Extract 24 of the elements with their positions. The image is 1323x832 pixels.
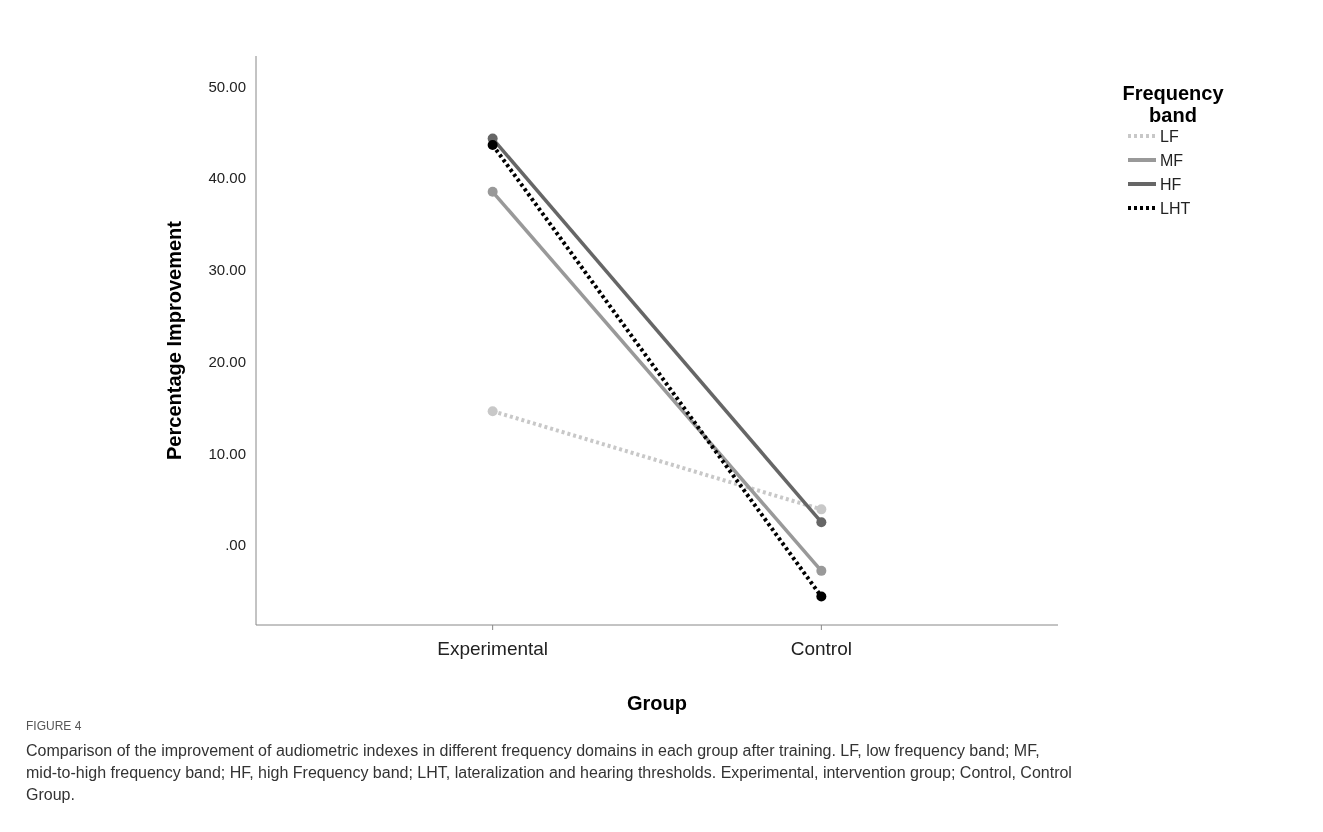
caption: FIGURE 4: [26, 719, 82, 733]
y-tick-label: 30.00: [208, 261, 246, 279]
x-tick-label: Experimental: [437, 638, 549, 659]
point: [816, 504, 827, 515]
legend-label: LF: [1160, 127, 1179, 145]
y-tick-label: 20.00: [208, 352, 246, 370]
legend-label: MF: [1160, 151, 1184, 169]
y-tick-label: .00: [225, 536, 246, 554]
y-axis-title: Percentage Improvement: [163, 220, 185, 460]
point: [487, 406, 498, 417]
point: [487, 140, 498, 151]
point: [816, 517, 827, 528]
legend-label: LHT: [1160, 199, 1191, 217]
legend-label: HF: [1160, 175, 1182, 193]
point: [816, 591, 827, 602]
text: Comparison of the improvement of audiometric indexes in different frequency domains in each group after training. LF, low frequency band; MF, mid-to-high frequency band; HF, high Frequency band; LHT, lateralization and hearing thresholds. Experimental, intervention group; Control, Control Group.: [26, 742, 1072, 803]
x-tick-label: Control: [790, 638, 852, 659]
x-axis-title: Group: [627, 692, 687, 714]
y-tick-label: 10.00: [208, 444, 246, 462]
point: [487, 186, 498, 197]
y-tick-label: 50.00: [208, 77, 246, 95]
legend-title: Frequency band: [1122, 82, 1225, 126]
point: [816, 565, 827, 576]
y-tick-label: 40.00: [208, 169, 246, 187]
